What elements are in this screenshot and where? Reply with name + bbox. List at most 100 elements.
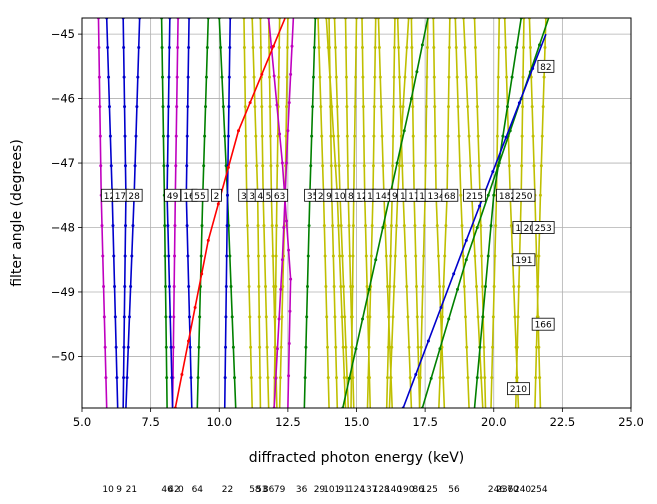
series-point — [361, 317, 365, 321]
series-point — [422, 254, 426, 258]
series-point — [310, 134, 314, 138]
series-point — [521, 75, 525, 79]
series-point — [325, 345, 329, 349]
series-point — [414, 254, 418, 258]
series-point — [432, 75, 436, 79]
bottom-label: 21 — [126, 485, 137, 495]
series-point — [505, 75, 509, 79]
series-point — [285, 219, 289, 223]
series-point — [161, 134, 165, 138]
point-label-box — [164, 188, 181, 202]
series-point — [109, 164, 113, 168]
series-point — [466, 105, 470, 109]
series-point — [326, 376, 330, 380]
series-point — [253, 105, 257, 109]
point-label-box — [211, 188, 222, 202]
point-label: 55 — [191, 188, 209, 202]
series-point — [411, 134, 415, 138]
series-point — [447, 317, 451, 321]
point-label-box — [512, 188, 536, 202]
series-point — [529, 75, 533, 79]
series-point — [329, 134, 333, 138]
series-line-green — [421, 18, 550, 408]
series-point — [230, 315, 234, 319]
series-point — [260, 134, 264, 138]
series-point — [277, 46, 281, 50]
bottom-label: 53 — [256, 485, 267, 495]
series-point — [103, 345, 107, 349]
y-axis-label: filter angle (degrees) — [9, 139, 25, 287]
series-point — [175, 105, 179, 109]
point-label-box — [441, 188, 459, 202]
series-point — [541, 105, 545, 109]
point-label-box — [512, 253, 536, 267]
series-point — [224, 315, 228, 319]
point-label: 63 — [271, 188, 289, 202]
series-point — [416, 345, 420, 349]
series-point — [108, 134, 112, 138]
series-point — [228, 46, 232, 50]
series-point — [486, 193, 490, 197]
series-point — [398, 164, 402, 168]
series-point — [388, 284, 392, 288]
point-label-box — [463, 188, 486, 202]
bottom-label: 236 — [496, 485, 513, 495]
series-point — [122, 345, 126, 349]
series-point — [496, 105, 500, 109]
point-label-text: 107 — [334, 192, 351, 202]
series-point — [344, 46, 348, 50]
point-label-text: 210 — [510, 385, 527, 395]
series-point — [331, 224, 335, 228]
series-point — [335, 376, 339, 380]
series-point — [216, 202, 220, 206]
x-tick-label: 25.0 — [618, 415, 644, 429]
series-point — [122, 75, 126, 79]
series-point — [199, 254, 203, 258]
series-point — [446, 164, 450, 168]
series-point — [344, 75, 348, 79]
series-point — [257, 284, 261, 288]
x-tick-label: 5.0 — [73, 415, 91, 429]
point-label-text: 82 — [540, 63, 551, 73]
series-point — [220, 75, 224, 79]
series-point — [260, 72, 264, 76]
series-point — [285, 75, 289, 79]
point-label-text: 2 — [214, 192, 220, 202]
series-point — [504, 46, 508, 50]
series-point — [336, 134, 340, 138]
series-point — [373, 75, 377, 79]
series-point — [456, 105, 460, 109]
series-point — [534, 345, 538, 349]
series-point — [267, 46, 271, 50]
series-point — [480, 284, 484, 288]
series-point — [440, 315, 444, 319]
series-point — [335, 105, 339, 109]
point-label-text: 55 — [194, 192, 205, 202]
point-label-text: 191 — [515, 256, 532, 266]
series-point — [102, 315, 106, 319]
series-point — [115, 376, 119, 380]
series-point — [224, 284, 228, 288]
series-point — [287, 342, 291, 346]
x-axis-label: diffracted photon energy (keV) — [249, 450, 465, 466]
point-label-text: 49 — [167, 192, 179, 202]
series-point — [236, 129, 240, 133]
series-point — [391, 164, 395, 168]
series-point — [281, 284, 285, 288]
series-point — [422, 224, 426, 228]
series-point — [538, 376, 542, 380]
series-point — [463, 46, 467, 50]
series-point — [287, 101, 291, 105]
series-point — [226, 134, 230, 138]
series-point — [225, 224, 229, 228]
series-point — [321, 164, 325, 168]
series-point — [137, 46, 141, 50]
series-point — [171, 345, 175, 349]
bottom-label: 46 — [161, 485, 173, 495]
point-label: 210 — [507, 382, 530, 395]
series-point — [123, 284, 127, 288]
series-point — [224, 345, 228, 349]
series-point — [434, 164, 438, 168]
series-point — [166, 224, 170, 228]
series-point — [385, 284, 389, 288]
